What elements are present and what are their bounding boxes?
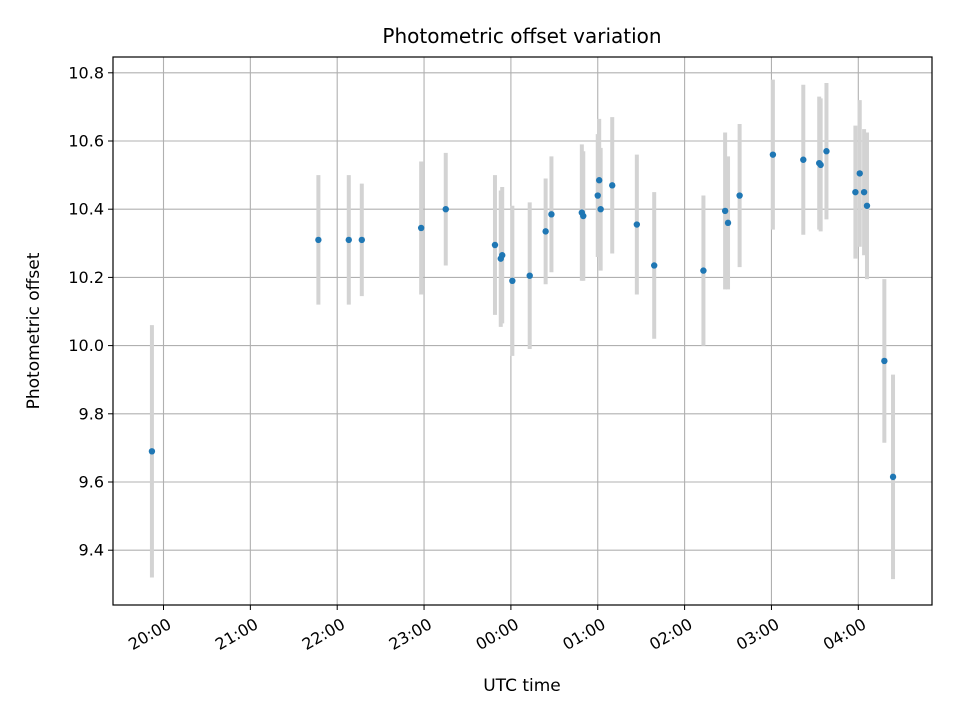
data-point xyxy=(345,236,352,244)
data-point xyxy=(721,207,729,215)
data-point xyxy=(417,224,425,232)
data-point xyxy=(633,221,641,228)
data-point xyxy=(800,156,807,163)
data-point xyxy=(358,236,366,244)
data-point xyxy=(442,206,449,213)
data-point xyxy=(526,272,533,279)
data-point xyxy=(594,192,601,199)
data-point xyxy=(548,211,555,218)
data-point xyxy=(315,236,322,244)
y-tick-label: 10.8 xyxy=(68,63,104,82)
plot-frame xyxy=(112,56,933,606)
data-point xyxy=(860,188,868,196)
data-points xyxy=(148,148,897,481)
y-axis: 9.4 9.6 9.8 10.0 10.2 10.4 10.6 10.8 xyxy=(68,63,113,560)
y-tick-label: 9.4 xyxy=(79,541,104,560)
data-point xyxy=(856,170,863,177)
data-point xyxy=(889,473,897,481)
data-point xyxy=(881,357,888,365)
data-point xyxy=(863,202,871,209)
data-point xyxy=(597,206,604,213)
y-axis-label: Photometric offset xyxy=(24,252,44,409)
data-point xyxy=(852,188,859,196)
data-point xyxy=(769,151,777,158)
data-point xyxy=(509,277,516,285)
data-point xyxy=(724,219,732,227)
y-tick-label: 10.0 xyxy=(68,336,104,355)
data-point xyxy=(580,212,587,220)
data-point xyxy=(595,177,603,184)
y-tick-label: 10.2 xyxy=(68,268,104,287)
data-point xyxy=(491,241,499,249)
y-tick-label: 9.8 xyxy=(79,404,104,423)
y-tick-label: 10.6 xyxy=(68,132,104,151)
data-point xyxy=(542,228,549,235)
data-point xyxy=(700,267,707,274)
data-point xyxy=(736,192,743,199)
data-point xyxy=(823,148,830,155)
y-tick-label: 9.6 xyxy=(79,473,104,492)
data-point xyxy=(148,448,156,455)
data-point xyxy=(609,182,616,189)
y-tick-label: 10.4 xyxy=(68,200,104,219)
x-axis-label: UTC time xyxy=(483,676,561,696)
data-point xyxy=(499,252,506,259)
data-point xyxy=(651,262,658,269)
chart-title: Photometric offset variation xyxy=(382,24,661,48)
data-point xyxy=(817,161,824,169)
